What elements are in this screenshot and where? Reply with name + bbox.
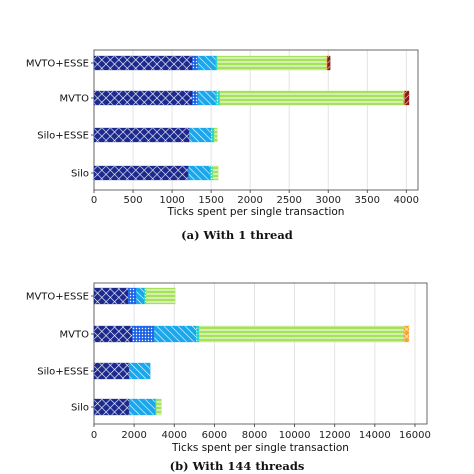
bar-segment [93,287,129,305]
bar-segment [403,325,410,343]
x-tick-label: 4000 [394,195,419,206]
bar-segment [93,90,193,106]
category-label: MVTO+ESSE [26,292,89,303]
bar-segment [128,398,156,416]
bar-segment [93,398,130,416]
x-tick-label: 2000 [237,195,262,206]
bar-segment [93,55,193,71]
x-tick-label: 16000 [399,430,431,441]
bar-segment [131,325,155,343]
bar-segment [210,165,213,181]
bar-segment [404,90,410,106]
x-tick-label: 10000 [279,430,311,441]
x-tick-label: 1000 [159,195,184,206]
bar-segment [215,90,220,106]
bar-segment [93,165,189,181]
bar-segment [155,398,157,416]
x-tick-label: 1500 [198,195,223,206]
bar-segment [154,325,197,343]
category-label: MVTO+ESSE [26,59,89,70]
bar-segment [219,90,404,106]
bar-segment [214,127,218,143]
plot-frame [93,282,428,425]
x-tick-label: 14000 [359,430,391,441]
bar-segment [189,127,212,143]
bar-segment [93,127,190,143]
x-axis-label: Ticks spent per single transaction [171,442,349,454]
bar-segment [215,55,218,71]
bar-segment [196,325,200,343]
bar-segment [327,55,331,71]
bar-segment [192,90,198,106]
bar-segment [210,127,215,143]
x-axis-label: Ticks spent per single transaction [167,206,345,218]
x-tick-label: 500 [123,195,142,206]
bar-segment [212,165,219,181]
category-label: Silo+ESSE [37,131,89,142]
category-label: Silo+ESSE [37,367,89,378]
x-tick-label: 2500 [276,195,301,206]
bar-segment [188,165,211,181]
bar-segment [144,287,147,305]
bar-segment [156,398,162,416]
category-label: Silo [71,403,89,414]
bar-segment [403,90,405,106]
caption-1-thread: (a) With 1 thread [181,228,293,242]
chart-144-threads: 0 2000 4000 6000 8000 10000 12000 14000 16000 MVT… [26,282,431,454]
bar-segment [127,287,137,305]
category-label: MVTO [60,330,90,341]
bar-segment [192,55,198,71]
bar-segment [217,55,327,71]
x-tick-label: 6000 [202,430,227,441]
bar-segment [93,362,130,380]
category-label: MVTO [60,94,90,105]
x-tick-label: 4000 [162,430,187,441]
bar-segment [128,362,151,380]
chart-1-thread: 0 500 1000 1500 2000 2500 3000 3500 4000 MVTO+ESS… [26,49,419,218]
x-tick-label: 12000 [319,430,351,441]
bar-segment [199,325,405,343]
x-tick-label: 3500 [355,195,380,206]
bar-segment [135,287,145,305]
x-tick-label: 2000 [121,430,146,441]
caption-144-threads: (b) With 144 threads [170,459,305,473]
bar-segment [146,287,176,305]
x-tick-label: 3000 [315,195,340,206]
bar-segment [93,325,133,343]
x-tick-label: 0 [91,195,97,206]
bar-segment [197,55,216,71]
category-label: Silo [71,169,89,180]
plot-frame [93,49,419,191]
x-tick-label: 8000 [242,430,267,441]
bar-segment [197,90,216,106]
x-tick-label: 0 [91,430,97,441]
